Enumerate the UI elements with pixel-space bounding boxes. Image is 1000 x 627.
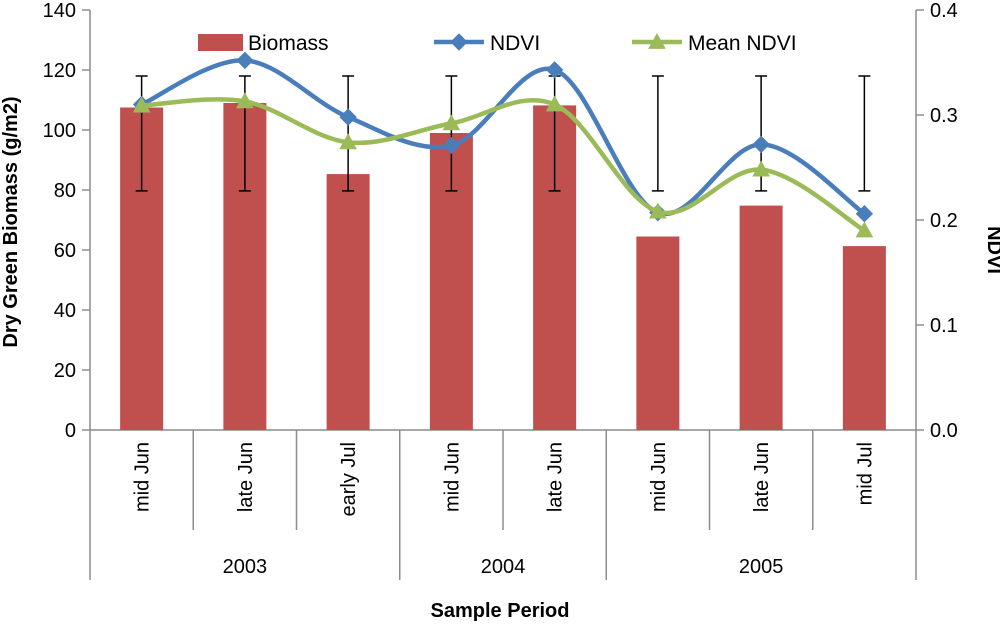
x-tick-label: mid Jun — [441, 442, 463, 512]
biomass-bars — [120, 103, 886, 431]
mean-ndvi-point — [649, 202, 667, 219]
x-group-label: 2003 — [223, 556, 268, 578]
x-group-label: 2004 — [481, 556, 526, 578]
legend-label-ndvi: NDVI — [490, 32, 540, 55]
biomass-bar — [739, 205, 783, 430]
axes: 0 20 40 60 80 100 120 140 0.0 0.1 0.2 0.3 0.4 — [43, 0, 958, 580]
y-tick-label: 20 — [54, 360, 76, 382]
legend-label-biomass: Biomass — [248, 32, 329, 55]
y-tick-label: 80 — [54, 180, 76, 202]
y2-tick-label: 0.3 — [930, 105, 958, 127]
mean-ndvi-point — [855, 221, 874, 238]
legend: Biomass NDVI Mean NDVI — [198, 32, 797, 55]
mean-ndvi-point — [132, 96, 151, 113]
mean-ndvi-line — [141, 97, 866, 233]
x-tick-label: mid Jul — [854, 442, 876, 505]
x-tick-label: early Jul — [338, 442, 360, 516]
y2-tick-label: 0.0 — [930, 420, 958, 442]
ndvi-lines — [132, 51, 874, 238]
x-tick-label: late Jun — [545, 442, 567, 512]
y-tick-label: 140 — [43, 0, 76, 22]
x-axis-title: Sample Period — [431, 600, 570, 622]
ndvi-point — [752, 135, 770, 154]
x-tick-label: late Jun — [235, 442, 257, 512]
ndvi-line — [140, 58, 866, 217]
y2-axis-title: NDVI — [983, 226, 1000, 274]
legend-swatch-biomass — [198, 34, 243, 51]
y-tick-label: 60 — [54, 240, 76, 262]
y-tick-label: 0 — [65, 420, 76, 442]
mean-ndvi-point — [752, 160, 770, 177]
y-axis-title: Dry Green Biomass (g/m2) — [0, 96, 22, 347]
ndvi-point — [236, 51, 254, 70]
mean-ndvi-point — [236, 92, 254, 109]
mean-ndvi-point — [339, 133, 357, 150]
legend-marker-mean-ndvi — [648, 32, 666, 49]
y-tick-label: 100 — [43, 120, 76, 142]
mean-ndvi-point — [545, 95, 564, 112]
y-tick-label: 40 — [54, 300, 76, 322]
y-tick-label: 120 — [43, 60, 76, 82]
axis-labels: mid Jun late Jun early Jul mid Jun late Jun m… — [0, 96, 1000, 622]
x-group-label: 2005 — [739, 556, 784, 578]
legend-marker-ndvi — [450, 33, 468, 51]
ndvi-point — [339, 108, 357, 126]
ndvi-point — [442, 136, 461, 155]
biomass-bar — [842, 246, 886, 430]
x-tick-label: late Jun — [751, 442, 773, 512]
mean-ndvi-point — [442, 114, 461, 131]
y2-tick-label: 0.1 — [930, 315, 958, 337]
x-tick-label: mid Jun — [648, 442, 670, 512]
biomass-bar — [636, 236, 680, 430]
y2-tick-label: 0.2 — [930, 210, 958, 232]
ndvi-point — [545, 61, 564, 79]
x-tick-label: mid Jun — [132, 442, 154, 512]
legend-label-mean-ndvi: Mean NDVI — [688, 32, 797, 55]
biomass-bar — [326, 174, 370, 430]
y2-tick-label: 0.4 — [930, 0, 958, 22]
